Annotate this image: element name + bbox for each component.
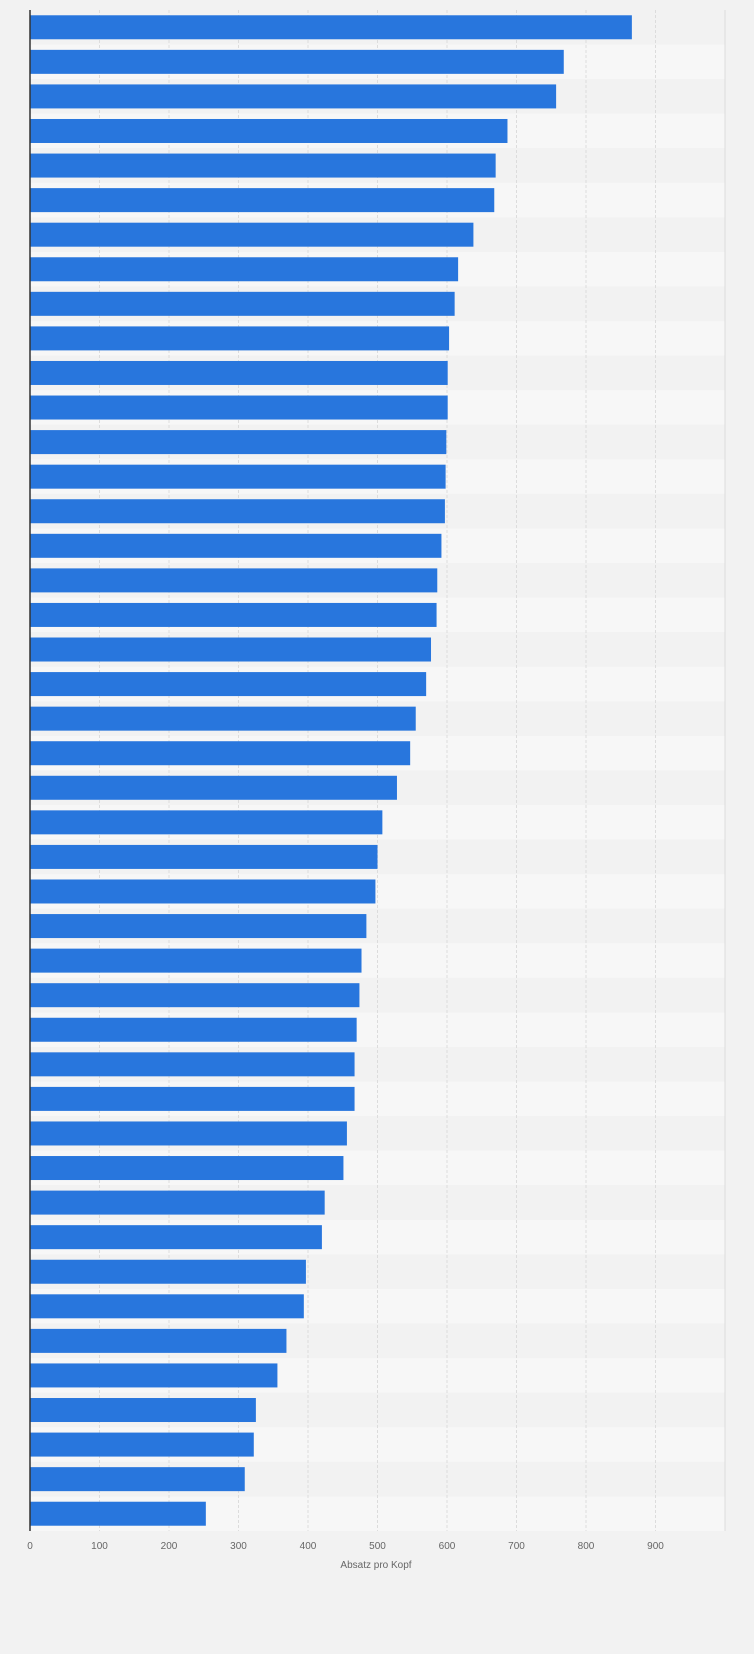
bar[interactable] <box>30 1017 357 1042</box>
x-tick-label: 300 <box>230 1541 247 1552</box>
bar[interactable] <box>30 1501 206 1526</box>
bar[interactable] <box>30 948 362 973</box>
bar[interactable] <box>30 637 432 662</box>
bar[interactable] <box>30 464 446 489</box>
bar[interactable] <box>30 706 416 731</box>
bar[interactable] <box>30 1225 322 1250</box>
x-tick-label: 800 <box>578 1541 595 1552</box>
x-tick-label: 400 <box>300 1541 317 1552</box>
bar[interactable] <box>30 1398 256 1423</box>
bar[interactable] <box>30 430 447 455</box>
bars <box>30 15 632 1526</box>
bar[interactable] <box>30 1432 254 1457</box>
bar[interactable] <box>30 533 442 558</box>
bar[interactable] <box>30 499 445 524</box>
bar[interactable] <box>30 879 376 904</box>
bar[interactable] <box>30 672 427 697</box>
bar[interactable] <box>30 118 508 143</box>
x-tick-label: 900 <box>647 1541 664 1552</box>
bar[interactable] <box>30 914 367 939</box>
x-tick-label: 0 <box>27 1541 33 1552</box>
bar[interactable] <box>30 326 450 351</box>
bar[interactable] <box>30 1363 278 1388</box>
bar[interactable] <box>30 291 455 316</box>
x-tick-label: 100 <box>91 1541 108 1552</box>
bar[interactable] <box>30 188 495 213</box>
bar[interactable] <box>30 741 411 766</box>
bar[interactable] <box>30 1190 325 1215</box>
bar[interactable] <box>30 257 459 282</box>
bar[interactable] <box>30 775 397 800</box>
bar[interactable] <box>30 1467 245 1492</box>
bar[interactable] <box>30 1052 355 1077</box>
bar[interactable] <box>30 84 557 109</box>
bar[interactable] <box>30 153 496 178</box>
bar[interactable] <box>30 602 437 627</box>
bar[interactable] <box>30 395 448 420</box>
bar[interactable] <box>30 1086 355 1111</box>
x-tick-labels: 0 100 200 300 400 500 600 700 800 900 <box>27 1541 664 1552</box>
x-tick-label: 200 <box>161 1541 178 1552</box>
bar[interactable] <box>30 49 564 74</box>
bar[interactable] <box>30 1328 287 1353</box>
x-tick-label: 600 <box>439 1541 456 1552</box>
x-tick-label: 700 <box>508 1541 525 1552</box>
bar[interactable] <box>30 15 632 40</box>
bar[interactable] <box>30 1156 344 1181</box>
bar[interactable] <box>30 810 383 835</box>
bar[interactable] <box>30 1259 306 1284</box>
x-tick-label: 500 <box>369 1541 386 1552</box>
bar[interactable] <box>30 222 474 247</box>
bar[interactable] <box>30 568 438 593</box>
bar[interactable] <box>30 844 378 869</box>
bar[interactable] <box>30 360 448 385</box>
bar[interactable] <box>30 1294 304 1319</box>
x-axis-title: Absatz pro Kopf <box>340 1560 411 1571</box>
bar[interactable] <box>30 1121 347 1146</box>
bar[interactable] <box>30 983 360 1008</box>
